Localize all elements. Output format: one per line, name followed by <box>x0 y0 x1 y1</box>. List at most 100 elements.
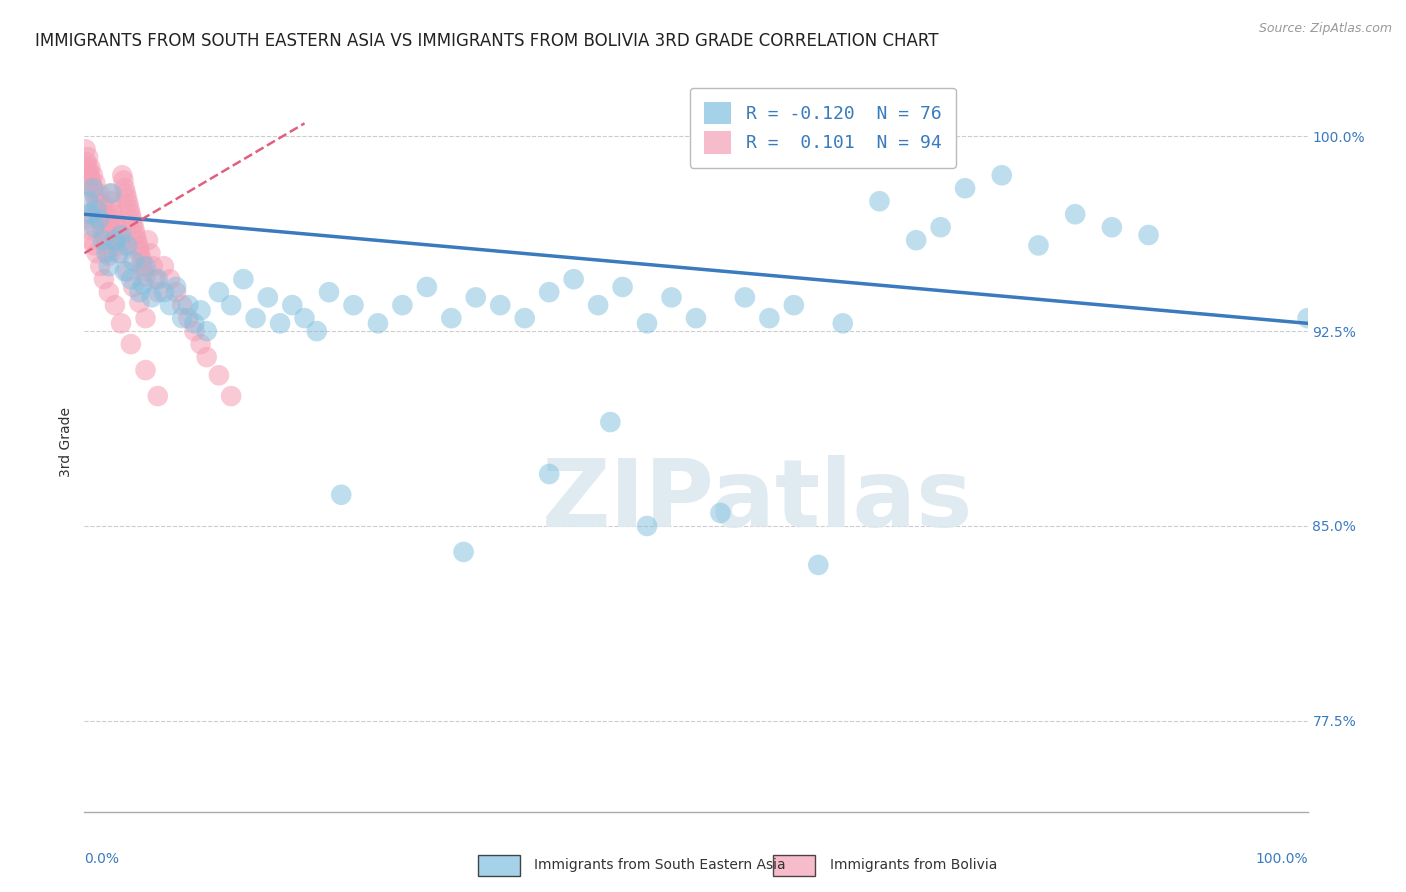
Point <box>97 249 120 263</box>
Text: Source: ZipAtlas.com: Source: ZipAtlas.com <box>1258 22 1392 36</box>
Point <box>108 233 131 247</box>
Point <box>135 269 157 284</box>
Point <box>135 311 157 326</box>
Point <box>111 168 134 182</box>
Point <box>153 259 176 273</box>
Point <box>190 337 212 351</box>
Point <box>82 168 104 182</box>
Point <box>146 285 169 300</box>
Point <box>82 181 104 195</box>
Point <box>128 295 150 310</box>
Point <box>110 238 132 252</box>
Point <box>1101 220 1123 235</box>
Point <box>586 298 609 312</box>
Point <box>661 290 683 304</box>
Point <box>177 311 200 326</box>
Point <box>1028 238 1050 252</box>
Point <box>91 223 114 237</box>
Point <box>75 207 97 221</box>
Point <box>172 298 194 312</box>
Point <box>114 264 136 278</box>
Point <box>76 155 98 169</box>
Point <box>183 324 205 338</box>
Point <box>489 298 512 312</box>
Point <box>129 249 152 263</box>
Point <box>115 264 138 278</box>
Point <box>86 202 108 216</box>
Point <box>107 246 129 260</box>
Point <box>83 238 105 252</box>
Point <box>1296 311 1319 326</box>
Point <box>125 233 148 247</box>
Point <box>562 272 585 286</box>
Point <box>342 298 364 312</box>
Point <box>929 220 952 235</box>
Point <box>153 285 176 300</box>
Point <box>104 298 127 312</box>
Point <box>165 285 187 300</box>
Point <box>1064 207 1087 221</box>
Point <box>257 290 280 304</box>
Point <box>86 246 108 260</box>
Point <box>134 264 156 278</box>
Point <box>87 207 110 221</box>
Point <box>110 246 132 260</box>
Point <box>159 272 181 286</box>
Point <box>177 298 200 312</box>
Point <box>991 168 1014 182</box>
Point <box>80 233 103 247</box>
Point <box>122 254 145 268</box>
Point <box>141 290 163 304</box>
Point <box>105 223 128 237</box>
Y-axis label: 3rd Grade: 3rd Grade <box>59 407 73 476</box>
Point <box>128 285 150 300</box>
Point <box>105 233 128 247</box>
FancyBboxPatch shape <box>773 855 815 876</box>
Point <box>120 337 142 351</box>
Point <box>118 202 141 216</box>
Point <box>513 311 536 326</box>
Point <box>120 207 142 221</box>
Point <box>107 227 129 242</box>
Point <box>245 311 267 326</box>
Point <box>91 197 114 211</box>
Point <box>146 389 169 403</box>
Point <box>330 488 353 502</box>
Point <box>100 220 122 235</box>
Point <box>367 316 389 330</box>
Point <box>159 298 181 312</box>
Point <box>101 202 124 216</box>
Point <box>612 280 634 294</box>
Point <box>82 181 104 195</box>
Point <box>77 166 100 180</box>
Point <box>195 324 218 338</box>
Point <box>114 181 136 195</box>
Point <box>869 194 891 209</box>
Text: Immigrants from South Eastern Asia: Immigrants from South Eastern Asia <box>534 858 786 872</box>
Point <box>232 272 254 286</box>
Point <box>281 298 304 312</box>
Point <box>122 218 145 232</box>
Point <box>172 311 194 326</box>
Point <box>599 415 621 429</box>
Point <box>219 298 242 312</box>
Point <box>219 389 242 403</box>
Point <box>94 233 117 247</box>
Point <box>96 246 118 260</box>
Legend: R = -0.120  N = 76, R =  0.101  N = 94: R = -0.120 N = 76, R = 0.101 N = 94 <box>690 87 956 168</box>
Point <box>538 285 561 300</box>
Point <box>132 259 155 273</box>
Point <box>124 223 146 237</box>
Point <box>453 545 475 559</box>
Point <box>391 298 413 312</box>
Point <box>79 207 101 221</box>
Point <box>120 272 142 286</box>
Point <box>100 194 122 209</box>
Point <box>953 181 976 195</box>
Point <box>709 506 731 520</box>
Point <box>905 233 928 247</box>
Point <box>91 233 114 247</box>
Point <box>208 368 231 383</box>
Point <box>79 170 101 185</box>
Point <box>77 194 100 209</box>
